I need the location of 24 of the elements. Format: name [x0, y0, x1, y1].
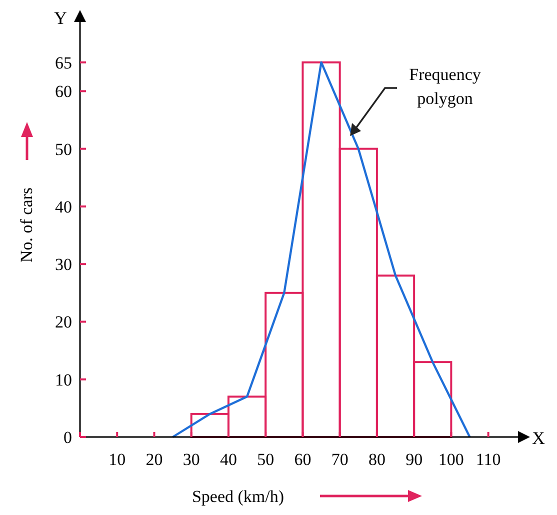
x-tick-label: 70 [331, 450, 348, 469]
y-tick-label: 20 [55, 312, 72, 332]
y-tick-label: 60 [55, 82, 72, 102]
y-tick-label: 30 [55, 255, 72, 274]
x-tick-label: 20 [146, 450, 163, 469]
x-axis-title: Speed (km/h) [192, 487, 284, 506]
y-tick-label: 65 [55, 53, 72, 72]
y-tick-label: 40 [55, 197, 72, 216]
x-tick-label: 10 [108, 450, 126, 469]
x-tick-label: 30 [182, 450, 200, 469]
y-tick-label: 50 [55, 140, 72, 159]
y-axis-title: No. of cars [17, 187, 36, 263]
y-tick-label: 10 [55, 370, 72, 390]
y-tick-label: 0 [64, 428, 72, 447]
x-tick-label: 90 [406, 450, 423, 469]
x-tick-label: 110 [476, 450, 501, 469]
x-tick-label: 80 [368, 450, 386, 469]
x-tick-label: 100 [438, 450, 464, 469]
text: Y [54, 8, 67, 28]
text: X [532, 428, 545, 448]
x-tick-label: 50 [257, 450, 274, 469]
annotation: Frequency polygon [409, 65, 482, 108]
x-tick-label: 60 [294, 450, 312, 469]
x-tick-label: 40 [220, 450, 237, 469]
